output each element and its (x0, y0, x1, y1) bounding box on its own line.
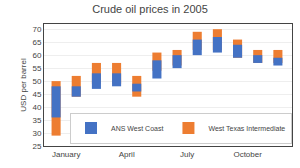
svg-text:April: April (119, 150, 135, 159)
svg-text:July: July (180, 150, 194, 159)
svg-text:January: January (52, 150, 80, 159)
svg-text:30: 30 (32, 129, 41, 138)
svg-text:60: 60 (32, 51, 41, 60)
svg-text:Crude oil prices in 2005: Crude oil prices in 2005 (92, 3, 208, 15)
svg-text:35: 35 (32, 116, 41, 125)
svg-text:45: 45 (32, 90, 41, 99)
svg-text:65: 65 (32, 38, 41, 47)
svg-text:West Texas Intermediate: West Texas Intermediate (208, 125, 285, 132)
svg-text:40: 40 (32, 103, 41, 112)
svg-text:October: October (233, 150, 262, 159)
svg-text:USD per barrel: USD per barrel (19, 58, 28, 112)
svg-text:55: 55 (32, 64, 41, 73)
svg-text:25: 25 (32, 142, 41, 151)
svg-text:50: 50 (32, 77, 41, 86)
svg-text:70: 70 (32, 25, 41, 34)
svg-text:ANS West Coast: ANS West Coast (111, 125, 163, 132)
